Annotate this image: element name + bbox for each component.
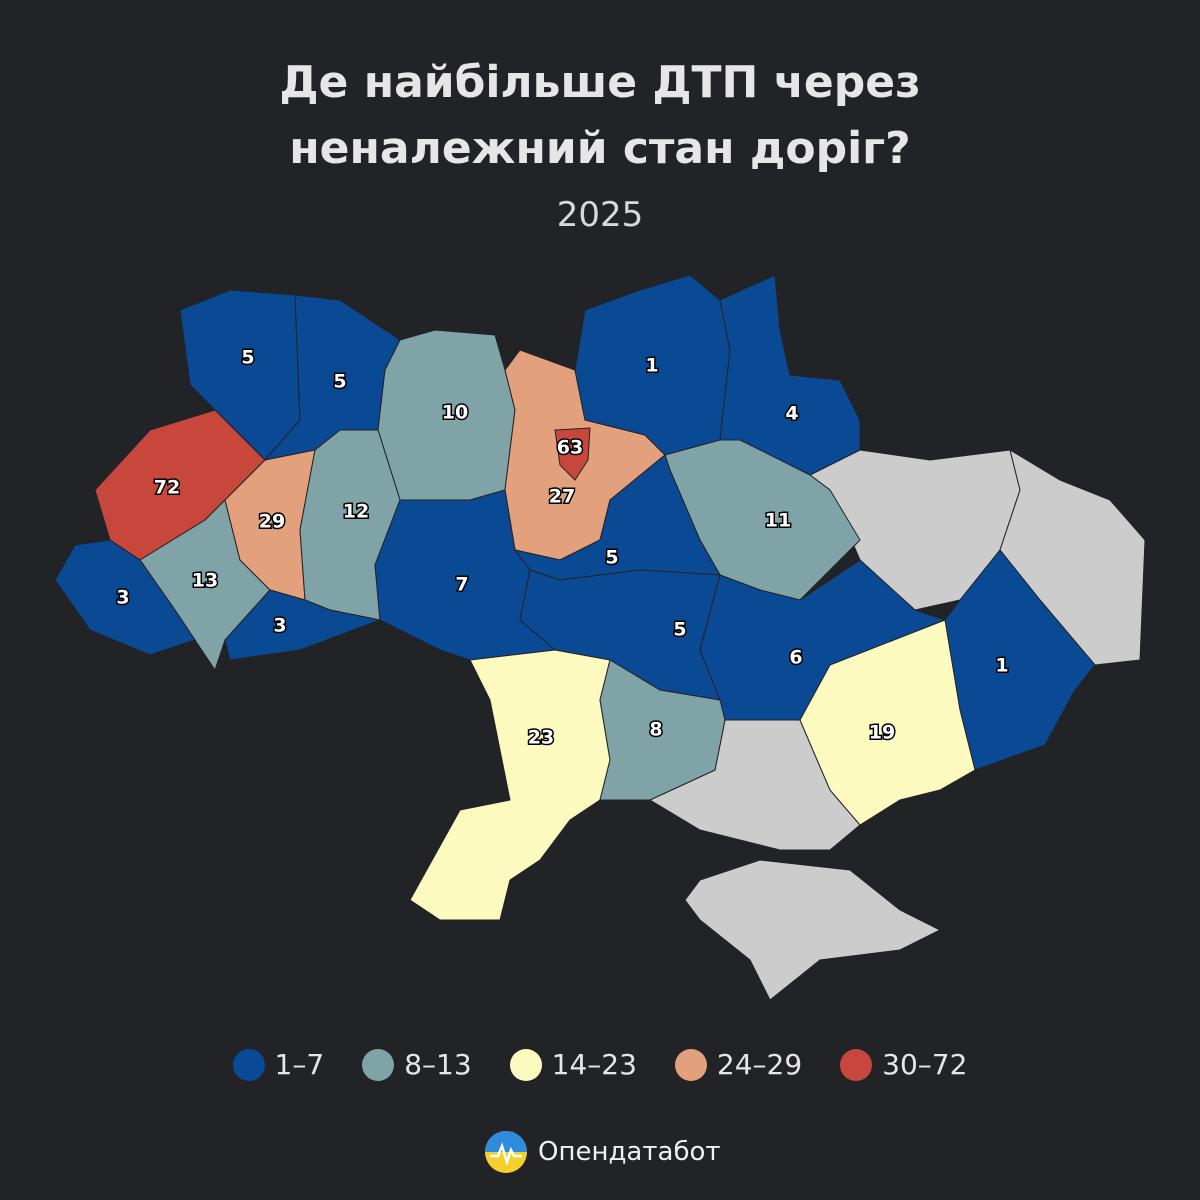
legend-swatch [840, 1048, 873, 1081]
region-no-data [684, 859, 942, 1001]
region-no-data [999, 448, 1146, 666]
region-value: 63 [557, 437, 583, 459]
region [799, 619, 976, 826]
legend-swatch [232, 1048, 265, 1081]
region-value: 3 [273, 615, 286, 637]
region-value: 5 [605, 547, 618, 569]
legend-item: 1–7 [232, 1048, 325, 1081]
region [54, 539, 196, 656]
region [554, 427, 591, 481]
region-value: 1 [995, 655, 1008, 677]
region-value: 5 [673, 619, 686, 641]
region-value: 5 [241, 347, 254, 369]
legend-label: 24–29 [716, 1048, 803, 1081]
legend-item: 8–13 [362, 1048, 472, 1081]
region [224, 589, 382, 661]
brand: Опендатабот [484, 1130, 721, 1174]
legend-label: 8–13 [404, 1048, 472, 1081]
region-value: 1 [645, 355, 658, 377]
region-value: 12 [343, 501, 369, 523]
legend-swatch [509, 1048, 542, 1081]
region-value: 23 [528, 727, 554, 749]
region [409, 649, 611, 921]
legend-swatch [362, 1048, 395, 1081]
region-value: 6 [789, 647, 802, 669]
region-value: 29 [259, 511, 285, 533]
region-value: 13 [192, 570, 218, 592]
legend-item: 30–72 [840, 1048, 967, 1081]
region-value: 27 [549, 486, 575, 508]
region [719, 274, 861, 476]
region-value: 11 [765, 510, 791, 532]
legend-item: 14–23 [509, 1048, 637, 1081]
region-value: 8 [649, 719, 662, 741]
legend: 1–7 8–13 14–23 24–29 30–72 [0, 1048, 1200, 1081]
region-value: 72 [154, 477, 180, 499]
region-value: 3 [116, 587, 129, 609]
region-value: 7 [455, 574, 468, 596]
legend-swatch [674, 1048, 707, 1081]
brand-logo [485, 1131, 527, 1173]
region-value: 10 [442, 402, 468, 424]
legend-label: 1–7 [274, 1048, 325, 1081]
region [599, 659, 726, 801]
region-value: 19 [869, 722, 895, 744]
legend-label: 14–23 [551, 1048, 637, 1081]
brand-name: Опендатабот [538, 1137, 721, 1167]
subtitle: 2025 [556, 195, 644, 235]
region-value: 4 [785, 403, 798, 425]
region-value: 5 [333, 371, 346, 393]
legend-label: 30–72 [882, 1048, 968, 1081]
title: Де найбільше ДТП через неналежний стан д… [279, 57, 921, 174]
legend-item: 24–29 [674, 1048, 803, 1081]
